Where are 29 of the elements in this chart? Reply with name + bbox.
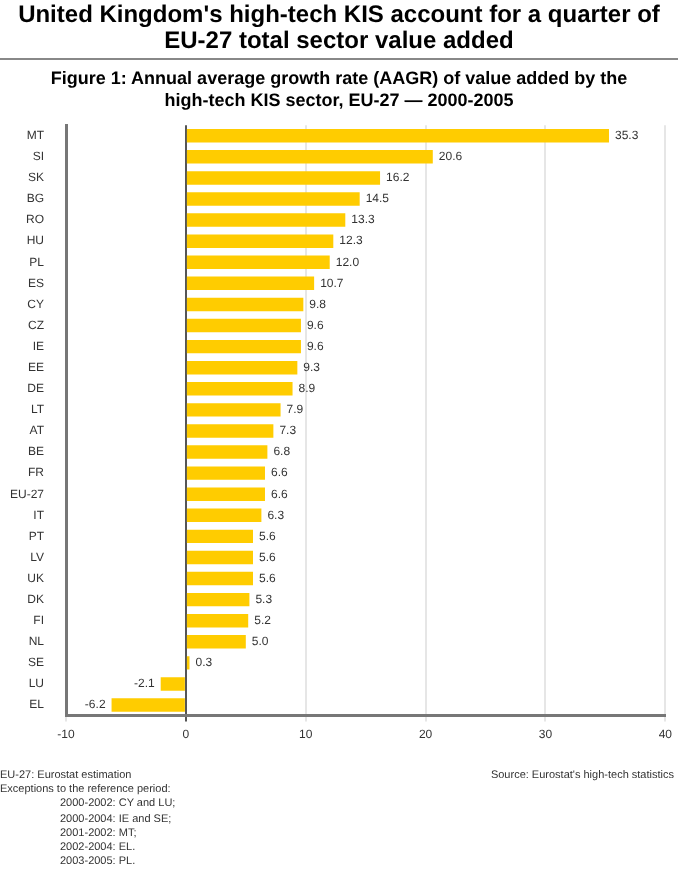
bar (186, 360, 298, 375)
bar (186, 318, 301, 333)
bar (186, 234, 334, 248)
bar (186, 466, 265, 480)
bar (186, 297, 304, 312)
bar (186, 129, 609, 143)
bar (186, 255, 330, 269)
bar (186, 487, 265, 501)
bar (186, 635, 246, 649)
bar (186, 192, 360, 206)
chart-title: United Kingdom's high-tech KIS account for a quarter of EU-27 total sector value added (0, 0, 678, 60)
bar (186, 445, 268, 459)
bar (186, 424, 274, 438)
bar (186, 550, 253, 565)
bar (186, 150, 433, 164)
bar (186, 613, 249, 628)
bar (186, 382, 293, 396)
bar (160, 677, 185, 691)
bar (186, 529, 253, 544)
bar (111, 698, 185, 712)
bar (186, 171, 381, 185)
bar (186, 276, 315, 291)
bar (186, 213, 346, 227)
bar (186, 508, 262, 523)
bar (186, 571, 253, 586)
bar (186, 339, 301, 354)
chart-subtitle: Figure 1: Annual average growth rate (AAGR) of value added by the high-tech KIS sector, EU-27 — 2000-2005 (48, 68, 630, 110)
bar (186, 592, 250, 607)
bar (186, 403, 281, 417)
